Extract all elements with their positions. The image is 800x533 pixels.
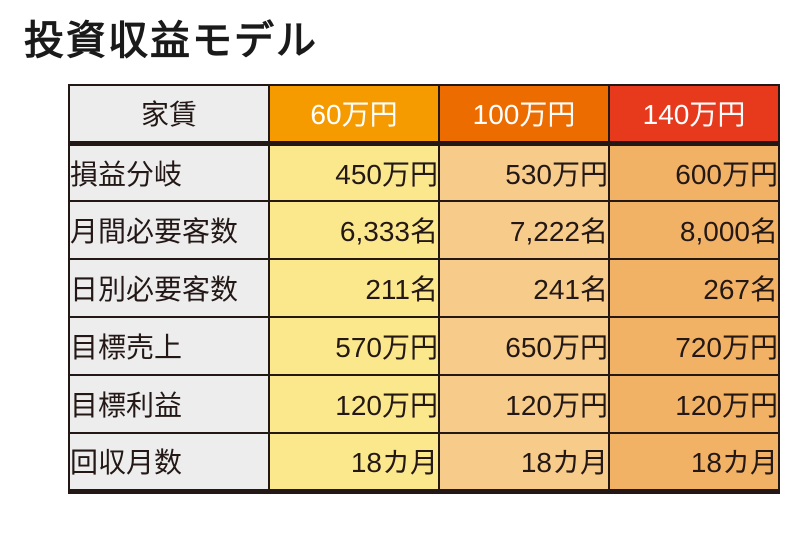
table-row-daily-customers: 日別必要客数 211名 241名 267名 — [68, 258, 780, 318]
cell-monthly-customers-140: 8,000名 — [608, 200, 780, 260]
header-cell-rent-60: 60万円 — [268, 84, 440, 146]
row-label-target-sales: 目標売上 — [68, 316, 270, 376]
cell-payback-months-140: 18カ月 — [608, 432, 780, 492]
cell-monthly-customers-60: 6,333名 — [268, 200, 440, 260]
cell-target-sales-140: 720万円 — [608, 316, 780, 376]
cell-daily-customers-100: 241名 — [438, 258, 610, 318]
cell-target-profit-60: 120万円 — [268, 374, 440, 434]
table-row-target-profit: 目標利益 120万円 120万円 120万円 — [68, 374, 780, 434]
header-row: 家賃 60万円 100万円 140万円 — [68, 84, 780, 146]
table-row-breakeven: 損益分岐 450万円 530万円 600万円 — [68, 142, 780, 202]
cell-target-sales-100: 650万円 — [438, 316, 610, 376]
cell-breakeven-100: 530万円 — [438, 142, 610, 202]
page-title: 投資収益モデル — [24, 19, 318, 63]
row-label-target-profit: 目標利益 — [68, 374, 270, 434]
header-cell-rent-140: 140万円 — [608, 84, 780, 146]
table-row-monthly-customers: 月間必要客数 6,333名 7,222名 8,000名 — [68, 200, 780, 260]
row-label-payback-months: 回収月数 — [68, 432, 270, 492]
cell-target-profit-100: 120万円 — [438, 374, 610, 434]
table-row-payback-months: 回収月数 18カ月 18カ月 18カ月 — [68, 432, 780, 492]
table-row-target-sales: 目標売上 570万円 650万円 720万円 — [68, 316, 780, 376]
cell-breakeven-140: 600万円 — [608, 142, 780, 202]
cell-daily-customers-140: 267名 — [608, 258, 780, 318]
cell-target-sales-60: 570万円 — [268, 316, 440, 376]
cell-breakeven-60: 450万円 — [268, 142, 440, 202]
header-cell-rent-100: 100万円 — [438, 84, 610, 146]
cell-payback-months-100: 18カ月 — [438, 432, 610, 492]
row-label-daily-customers: 日別必要客数 — [68, 258, 270, 318]
cell-monthly-customers-100: 7,222名 — [438, 200, 610, 260]
cell-target-profit-140: 120万円 — [608, 374, 780, 434]
row-label-breakeven: 損益分岐 — [68, 142, 270, 202]
cell-payback-months-60: 18カ月 — [268, 432, 440, 492]
row-label-monthly-customers: 月間必要客数 — [68, 200, 270, 260]
cell-daily-customers-60: 211名 — [268, 258, 440, 318]
header-cell-rent-label: 家賃 — [68, 84, 270, 146]
investment-model-table: 家賃 60万円 100万円 140万円 損益分岐 450万円 530万円 600… — [68, 84, 780, 494]
